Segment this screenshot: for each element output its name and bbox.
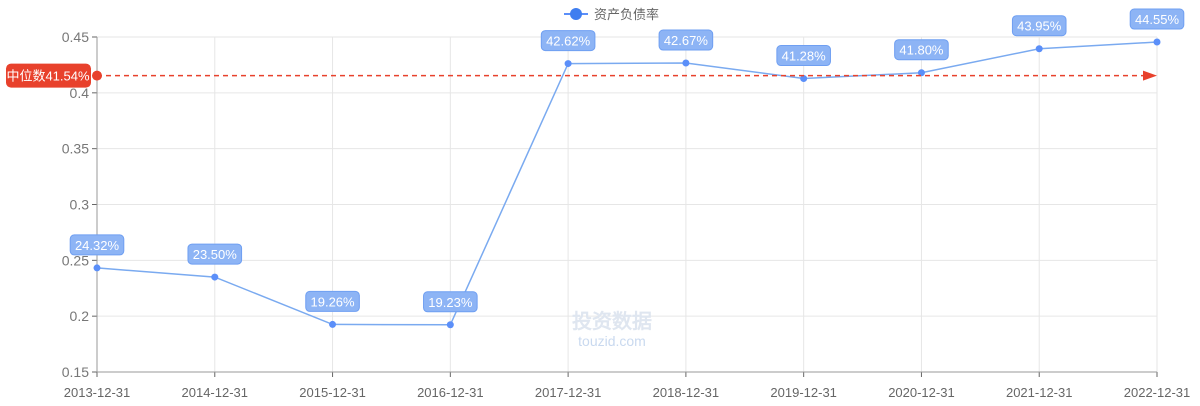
data-point	[93, 264, 101, 272]
legend-label: 资产负债率	[594, 7, 659, 22]
data-label: 19.26%	[311, 294, 356, 309]
data-label: 24.32%	[75, 238, 120, 253]
data-point	[917, 69, 925, 77]
median-point	[92, 70, 102, 81]
y-tick-label: 0.4	[70, 85, 90, 101]
arrow-icon	[1143, 70, 1157, 81]
data-label: 42.62%	[546, 34, 591, 49]
data-label-bg	[776, 45, 831, 67]
x-tick-label: 2016-12-31	[417, 385, 484, 400]
x-tick-label: 2013-12-31	[64, 385, 131, 400]
data-label: 41.28%	[782, 49, 827, 64]
data-label: 43.95%	[1017, 19, 1062, 34]
x-tick-label: 2020-12-31	[888, 385, 955, 400]
watermark-url: touzid.com	[578, 333, 646, 349]
data-label-bg	[1011, 15, 1067, 37]
data-point	[682, 59, 690, 67]
x-tick-label: 2014-12-31	[182, 385, 249, 400]
x-tick-label: 2015-12-31	[299, 385, 366, 400]
data-label-bg	[69, 234, 125, 256]
median-label-bg	[6, 63, 91, 88]
x-tick-label: 2018-12-31	[653, 385, 720, 400]
data-label: 44.55%	[1135, 12, 1180, 27]
data-label-bg	[305, 290, 360, 312]
y-tick-label: 0.15	[62, 364, 89, 380]
data-point	[564, 60, 572, 68]
data-label-bg	[1129, 8, 1185, 30]
data-label-bg	[187, 243, 243, 265]
data-point	[800, 75, 808, 83]
data-point	[211, 273, 219, 281]
data-label-bg	[540, 30, 596, 52]
legend[interactable]: 资产负债率	[564, 7, 659, 22]
data-label-bg	[894, 39, 949, 61]
data-point	[1153, 38, 1161, 46]
x-tick-label: 2017-12-31	[535, 385, 602, 400]
x-tick-label: 2019-12-31	[770, 385, 837, 400]
watermark-cn: 投资数据	[572, 309, 652, 333]
y-tick-label: 0.2	[70, 308, 90, 324]
x-tick-label: 2021-12-31	[1006, 385, 1073, 400]
median-label: 中位数41.54%	[6, 69, 90, 84]
y-tick-label: 0.35	[62, 141, 89, 157]
data-label: 42.67%	[664, 33, 709, 48]
watermark: 投资数据 touzid.com	[572, 309, 652, 349]
data-label: 19.23%	[428, 295, 473, 310]
data-label: 41.80%	[899, 43, 944, 58]
data-label-bg	[658, 29, 714, 51]
data-label-bg	[423, 291, 478, 313]
legend-marker-icon	[570, 8, 582, 20]
data-label: 23.50%	[193, 247, 238, 262]
data-point	[1035, 45, 1043, 53]
data-point	[329, 320, 337, 328]
y-tick-label: 0.3	[70, 197, 90, 213]
series-line	[96, 41, 1158, 326]
data-point	[446, 321, 454, 329]
x-tick-label: 2022-12-31	[1124, 385, 1191, 400]
y-tick-label: 0.25	[62, 252, 89, 268]
y-tick-label: 0.45	[62, 29, 89, 45]
